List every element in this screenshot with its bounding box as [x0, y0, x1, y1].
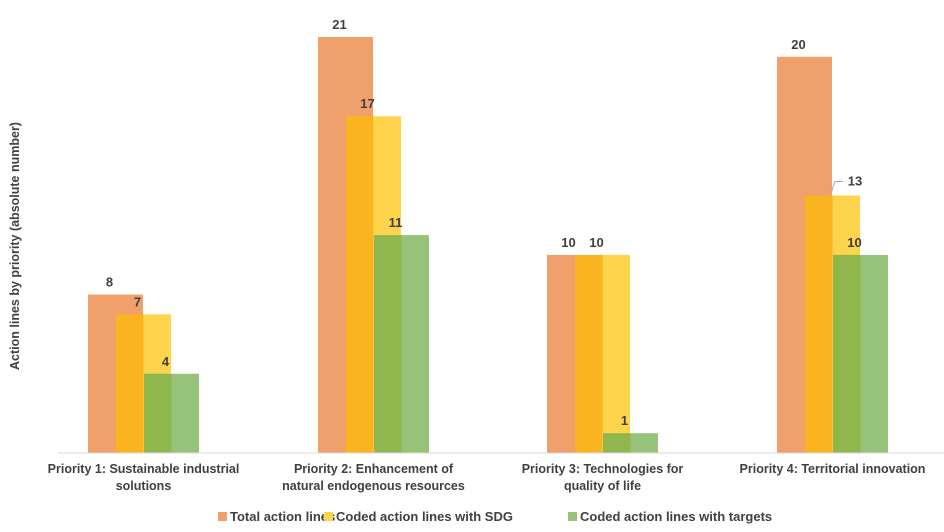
bar-left-half: [88, 294, 116, 453]
legend-item-1: Total action lines: [218, 509, 335, 524]
category-labels-group: Priority 1: Sustainable industrial soluti…: [48, 462, 926, 493]
bar-right-half: [630, 433, 658, 453]
bar-left-half: [144, 373, 172, 453]
legend-label: Coded action lines with targets: [580, 509, 772, 524]
bar-right-half: [860, 254, 888, 453]
value-label: 17: [360, 96, 374, 111]
category-label: Priority 3: Technologies for: [522, 462, 684, 476]
y-axis-title: Action lines by priority (absolute numbe…: [8, 122, 22, 370]
bar-right-half: [602, 254, 630, 453]
legend-item-2: Coded action lines with SDG: [324, 509, 513, 524]
bar-left-half: [547, 254, 575, 453]
bar-1-series-3: [144, 373, 199, 453]
legend-label: Total action lines: [230, 509, 335, 524]
bar-left-half: [603, 433, 631, 453]
bar-left-half: [777, 56, 805, 454]
value-label: 20: [791, 37, 805, 52]
bar-right-half: [401, 235, 429, 453]
value-labels-group: 8 7 4 21 17 11 10 10 1 20 13 10: [106, 17, 862, 428]
bar-right-half: [171, 373, 199, 453]
label-leader-line: [830, 180, 843, 194]
bar-4-series-3: [833, 254, 888, 453]
bar-left-half: [116, 314, 144, 453]
bar-2-series-3: [374, 235, 429, 453]
value-label: 7: [134, 294, 141, 309]
bar-left-half: [374, 235, 402, 453]
bar-3-series-2: [575, 254, 630, 453]
category-label: Priority 1: Sustainable industrial: [48, 462, 240, 476]
value-label: 10: [847, 235, 861, 250]
legend-swatch: [218, 512, 227, 521]
legend-swatch: [568, 512, 577, 521]
value-label: 10: [561, 235, 575, 250]
legend-label: Coded action lines with SDG: [336, 509, 513, 524]
legend-item-3: Coded action lines with targets: [568, 509, 772, 524]
value-label: 11: [389, 215, 403, 230]
category-label: natural endogenous resources: [282, 479, 465, 493]
legend-swatch: [324, 512, 333, 521]
bars-group: [88, 37, 888, 454]
value-label: 8: [106, 275, 113, 290]
category-label: quality of life: [564, 479, 641, 493]
category-label: Priority 2: Enhancement of: [294, 462, 454, 476]
bar-3-series-3: [603, 433, 658, 453]
value-label: 10: [589, 235, 603, 250]
category-label: Priority 4: Territorial innovation: [740, 462, 926, 476]
bar-left-half: [805, 195, 833, 453]
value-label: 21: [332, 17, 346, 32]
value-label: 13: [848, 173, 862, 188]
value-label: 4: [162, 354, 170, 369]
bar-left-half: [318, 37, 346, 453]
value-label: 1: [621, 413, 628, 428]
category-label: solutions: [116, 479, 172, 493]
bar-left-half: [575, 254, 603, 453]
bar-left-half: [833, 254, 861, 453]
legend: Total action lines Coded action lines wit…: [218, 509, 772, 524]
bar-left-half: [346, 116, 374, 453]
